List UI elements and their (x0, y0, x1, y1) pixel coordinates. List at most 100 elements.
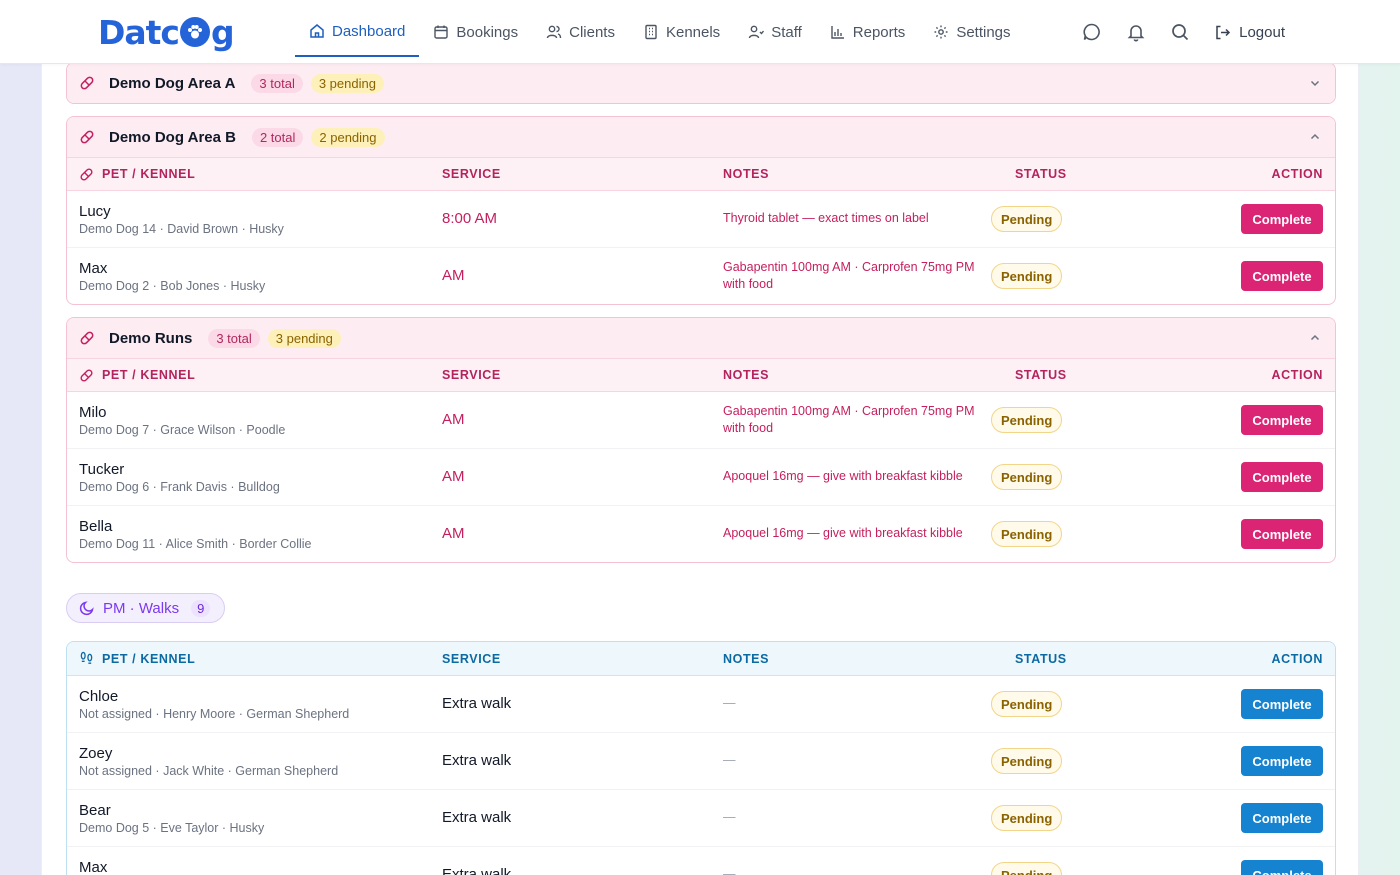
table-row: Milo Demo Dog 7 · Grace Wilson · Poodle … (67, 392, 1335, 449)
chevron-up-icon[interactable] (1309, 332, 1321, 344)
nav-clients[interactable]: Clients (532, 7, 629, 57)
service-time: AM (442, 267, 465, 284)
pm-walks-count: 9 (191, 599, 211, 617)
table-row: Zoey Not assigned · Jack White · German … (67, 733, 1335, 790)
pill-icon (80, 331, 94, 345)
notes: — (723, 696, 736, 710)
notes: — (723, 810, 736, 824)
chevron-up-icon[interactable] (1309, 131, 1321, 143)
complete-button[interactable]: Complete (1241, 462, 1323, 492)
users-icon (546, 25, 562, 39)
gear-icon (934, 25, 948, 39)
nav-staff[interactable]: Staff (734, 7, 816, 57)
group-header[interactable]: Demo Dog Area A 3 total 3 pending (67, 63, 1335, 103)
pet-meta: Demo Dog 14 · David Brown · Husky (79, 222, 284, 236)
service-time: AM (442, 468, 465, 485)
pill-icon (80, 368, 93, 382)
nav-reports[interactable]: Reports (816, 7, 920, 57)
pm-walks-section-toggle[interactable]: PM · Walks 9 (66, 593, 226, 623)
brand-logo[interactable]: Datc g (98, 12, 235, 52)
moon-icon (79, 601, 94, 616)
building-icon (645, 24, 657, 40)
complete-button[interactable]: Complete (1241, 746, 1323, 776)
table-header: PET / KENNEL SERVICE NOTES STATUS ACTION (67, 642, 1335, 676)
table-row: Max Extra walk — Pending Complete (67, 847, 1335, 875)
group-title: Demo Dog Area B (109, 128, 236, 146)
table-row: Bella Demo Dog 11 · Alice Smith · Border… (67, 506, 1335, 562)
logout-button[interactable]: Logout (1214, 24, 1285, 41)
group-header[interactable]: Demo Runs 3 total 3 pending (67, 318, 1335, 358)
pet-name: Bella (79, 518, 113, 535)
pending-badge: 3 pending (310, 73, 384, 93)
col-header-status: STATUS (1015, 167, 1067, 181)
brand-text-left: Datc (98, 12, 180, 52)
chevron-down-icon[interactable] (1309, 77, 1321, 89)
nav-kennels[interactable]: Kennels (629, 7, 734, 57)
service-time: AM (442, 411, 465, 428)
col-header-notes: NOTES (723, 651, 770, 666)
service-type: Extra walk (442, 809, 512, 826)
total-badge: 3 total (208, 328, 260, 348)
logout-icon (1216, 25, 1231, 39)
chat-icon[interactable] (1082, 22, 1102, 42)
status-badge: Pending (991, 464, 1063, 490)
pet-name: Chloe (79, 688, 119, 705)
complete-button[interactable]: Complete (1241, 860, 1323, 875)
main-content: Demo Dog Area A 3 total 3 pending Demo D… (41, 62, 1359, 875)
col-header-pet: PET / KENNEL (102, 167, 196, 181)
bell-icon[interactable] (1126, 22, 1146, 42)
table-row: Chloe Not assigned · Henry Moore · Germa… (67, 676, 1335, 733)
bar-chart-icon (831, 26, 844, 39)
pet-meta: Not assigned · Jack White · German Sheph… (79, 764, 339, 778)
table-row: Max Demo Dog 2 · Bob Jones · Husky AM Ga… (67, 248, 1335, 304)
nav-label: Clients (569, 23, 615, 41)
nav-label: Kennels (665, 23, 721, 41)
pending-badge: 3 pending (267, 328, 341, 348)
col-header-pet: PET / KENNEL (102, 368, 196, 382)
brand-text-right: g (211, 12, 235, 52)
pm-walks-label: PM · Walks (103, 599, 180, 617)
notes: Gabapentin 100mg AM · Carprofen 75mg PM … (723, 260, 975, 291)
col-header-notes: NOTES (723, 368, 770, 382)
pending-badge: 2 pending (311, 127, 385, 147)
complete-button[interactable]: Complete (1241, 204, 1323, 234)
table-header: PET / KENNEL SERVICE NOTES STATUS ACTION (67, 358, 1335, 392)
col-header-status: STATUS (1015, 368, 1067, 382)
home-icon (310, 24, 324, 38)
status-badge: Pending (991, 805, 1063, 831)
nav-dashboard[interactable]: Dashboard (295, 7, 420, 57)
service-type: Extra walk (442, 695, 512, 712)
walks-table: PET / KENNEL SERVICE NOTES STATUS ACTION… (66, 641, 1336, 875)
nav-label: Bookings (456, 23, 519, 41)
col-header-service: SERVICE (442, 167, 501, 181)
pet-name: Zoey (79, 745, 113, 762)
pet-meta: Not assigned · Henry Moore · German Shep… (79, 707, 350, 721)
nav-bookings[interactable]: Bookings (419, 7, 532, 57)
complete-button[interactable]: Complete (1241, 519, 1323, 549)
status-badge: Pending (991, 407, 1063, 433)
pet-name: Max (79, 859, 108, 875)
search-icon[interactable] (1170, 22, 1190, 42)
complete-button[interactable]: Complete (1241, 689, 1323, 719)
pill-icon (80, 130, 94, 144)
notes: Apoquel 16mg — give with breakfast kibbl… (723, 526, 963, 540)
col-header-pet: PET / KENNEL (102, 651, 196, 666)
col-header-service: SERVICE (442, 368, 501, 382)
complete-button[interactable]: Complete (1241, 803, 1323, 833)
pet-name: Max (79, 260, 108, 277)
service-time: AM (442, 525, 465, 542)
nav-settings[interactable]: Settings (919, 7, 1024, 57)
staff-icon (748, 25, 765, 39)
nav-label: Staff (771, 23, 802, 41)
group-header[interactable]: Demo Dog Area B 2 total 2 pending (67, 117, 1335, 157)
nav-label: Settings (956, 23, 1011, 41)
total-badge: 3 total (251, 73, 303, 93)
pill-icon (80, 76, 94, 90)
col-header-action: ACTION (1271, 368, 1323, 382)
kennel-group-area-a: Demo Dog Area A 3 total 3 pending (66, 62, 1336, 104)
complete-button[interactable]: Complete (1241, 405, 1323, 435)
pet-meta: Demo Dog 6 · Frank Davis · Bulldog (79, 480, 280, 494)
group-title: Demo Dog Area A (109, 74, 236, 92)
complete-button[interactable]: Complete (1241, 261, 1323, 291)
nav-label: Dashboard (332, 22, 406, 40)
